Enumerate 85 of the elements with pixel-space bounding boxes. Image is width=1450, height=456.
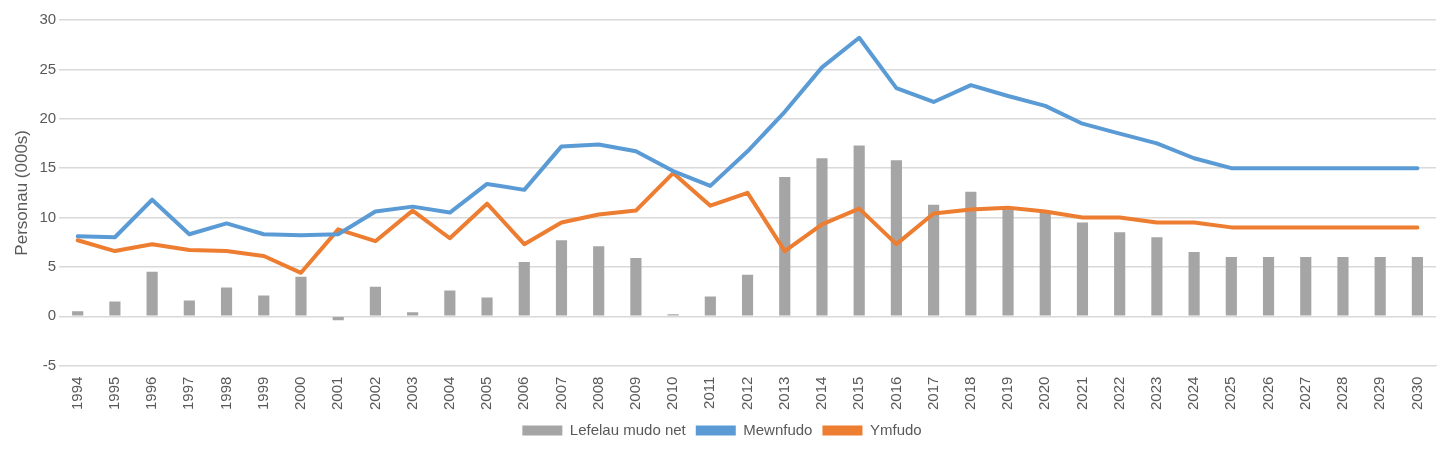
bar: [1002, 207, 1014, 316]
x-tick-label: 2008: [588, 376, 606, 411]
bar: [928, 204, 940, 316]
y-tick-label: 25: [39, 59, 57, 77]
bar: [779, 177, 791, 316]
x-tick-label: 1995: [105, 376, 123, 411]
bar: [1262, 257, 1275, 316]
x-tick-label: 2004: [439, 376, 457, 411]
y-axis-title: Personau (000s): [11, 129, 31, 256]
x-tick-label: 2002: [365, 376, 383, 411]
x-tick-label: 2006: [514, 376, 532, 411]
bar: [1374, 257, 1386, 316]
legend-label: Mewnfudo: [743, 420, 813, 438]
x-tick-label: 2016: [886, 376, 904, 411]
y-tick-label: 20: [39, 108, 57, 126]
x-tick-label: 2030: [1407, 376, 1425, 411]
bar: [890, 160, 902, 316]
bar: [555, 240, 568, 316]
bar: [1225, 257, 1237, 316]
bar: [816, 158, 828, 316]
y-tick-label: 0: [47, 306, 57, 324]
x-tick-label: 2005: [477, 376, 495, 411]
legend-label: Ymfudo: [869, 420, 922, 438]
x-tick-label: 1999: [253, 376, 271, 411]
x-tick-label: 2001: [328, 376, 346, 411]
bar: [258, 295, 270, 316]
bar: [1337, 257, 1349, 316]
x-tick-label: 1996: [142, 376, 160, 411]
bar: [369, 286, 381, 316]
bar: [1114, 232, 1126, 316]
bar: [1300, 257, 1312, 316]
bar: [518, 261, 530, 316]
x-tick-label: 2011: [700, 376, 718, 409]
bar: [220, 287, 233, 316]
x-tick-label: 2007: [551, 376, 569, 411]
bar: [741, 274, 754, 316]
x-tick-label: 1994: [67, 376, 85, 411]
y-tick-label: 10: [39, 207, 57, 225]
x-tick-label: 1998: [216, 376, 234, 411]
bar: [630, 257, 642, 316]
bar: [146, 271, 158, 316]
y-tick-label: 15: [39, 158, 57, 176]
y-tick-label: -5: [42, 355, 57, 373]
bar: [407, 312, 419, 316]
bar: [444, 290, 456, 316]
bar: [704, 296, 716, 316]
x-tick-label: 2000: [291, 376, 309, 411]
bar: [1411, 257, 1423, 316]
y-tick-label: 5: [47, 257, 57, 275]
x-tick-label: 2020: [1035, 376, 1053, 411]
x-tick-label: 2024: [1184, 376, 1202, 411]
x-tick-label: 2012: [737, 376, 755, 411]
bar: [72, 311, 84, 316]
bar: [593, 246, 605, 316]
x-tick-label: 2015: [849, 376, 867, 411]
bar: [109, 301, 121, 316]
bar: [1076, 222, 1089, 316]
x-tick-label: 2013: [774, 376, 792, 411]
x-tick-label: 2003: [402, 376, 420, 411]
bar: [183, 300, 195, 316]
bar: [965, 191, 977, 316]
x-tick-label: 2027: [1295, 376, 1313, 411]
bar: [332, 317, 344, 321]
bar: [481, 297, 493, 316]
x-tick-label: 2009: [626, 376, 644, 411]
y-tick-label: 30: [39, 10, 57, 28]
x-tick-label: 2022: [1109, 376, 1127, 411]
x-tick-label: 2023: [1147, 376, 1165, 411]
bar: [1188, 252, 1200, 316]
x-tick-label: 2026: [1258, 376, 1276, 411]
legend-label: Lefelau mudo net: [569, 420, 687, 438]
bar: [295, 276, 307, 316]
x-tick-label: 2019: [998, 376, 1016, 411]
x-tick-label: 2021: [1072, 376, 1090, 411]
x-tick-label: 2010: [663, 376, 681, 411]
x-tick-label: 2029: [1370, 376, 1388, 411]
bar: [853, 145, 865, 316]
x-tick-label: 1997: [179, 376, 197, 411]
x-tick-label: 2018: [960, 376, 978, 411]
bar: [1039, 211, 1051, 316]
bar: [1151, 237, 1163, 316]
x-tick-label: 2014: [812, 376, 830, 411]
x-tick-label: 2017: [923, 376, 941, 411]
x-tick-label: 2028: [1333, 376, 1351, 411]
x-tick-label: 2025: [1221, 376, 1239, 411]
